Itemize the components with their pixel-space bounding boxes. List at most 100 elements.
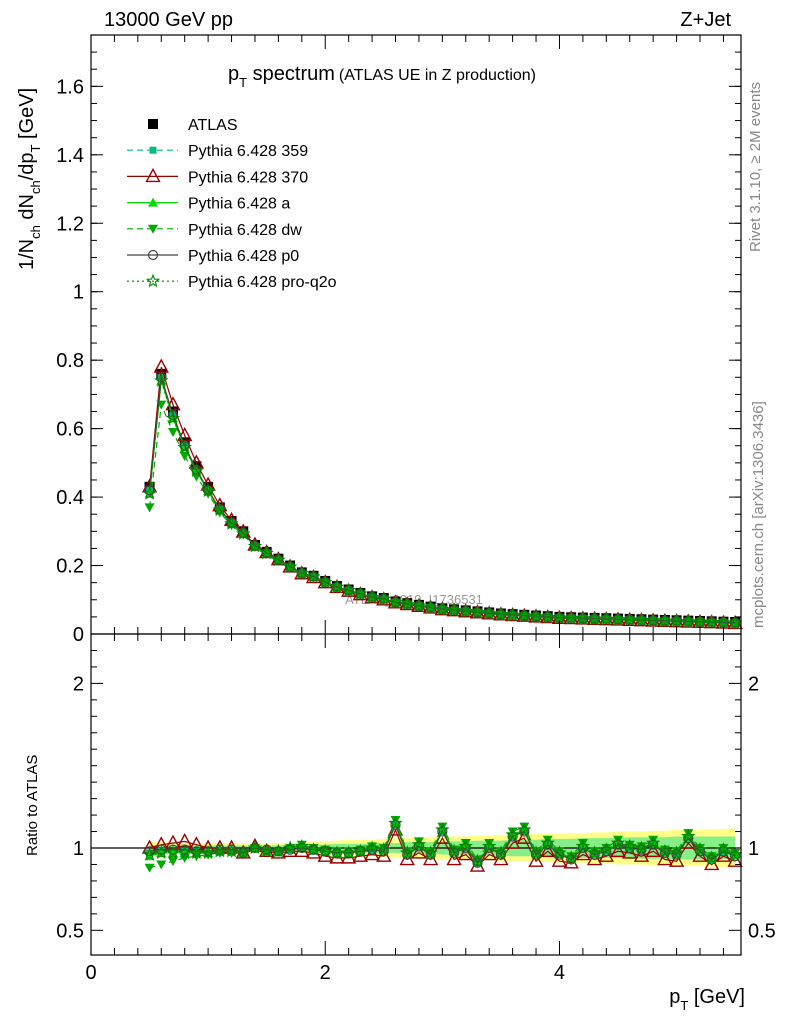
ratio-point (692, 847, 708, 862)
data-point (156, 372, 167, 383)
ratio-point (575, 846, 591, 861)
ratio-point (575, 838, 591, 853)
ratio-point (528, 845, 544, 860)
legend-entry: Pythia 6.428 359 (127, 143, 308, 160)
ratio-point (329, 845, 345, 860)
ratio-point (589, 847, 600, 857)
ratio-point (411, 844, 427, 859)
ratio-point (587, 845, 602, 860)
data-point (575, 611, 591, 625)
ratio-point (458, 838, 473, 853)
data-point (144, 485, 155, 496)
ratio-point (704, 850, 719, 864)
data-point (282, 559, 298, 574)
data-point (577, 614, 588, 624)
legend-entry: Pythia 6.428 p0 (127, 248, 299, 265)
data-point (353, 586, 368, 601)
ratio-point (413, 841, 425, 852)
ratio-point (390, 819, 401, 831)
ratio-point (505, 827, 520, 841)
ratio-point (224, 843, 239, 858)
ratio-point (144, 863, 155, 873)
data-point (329, 579, 345, 594)
data-point (460, 607, 471, 617)
ratio-point (179, 844, 190, 855)
ratio-point (294, 838, 309, 853)
ratio-point (636, 844, 647, 855)
legend-marker (147, 249, 159, 261)
data-point (622, 612, 637, 627)
data-point (681, 614, 696, 628)
y-tick-label: 1.4 (56, 145, 84, 167)
data-point (446, 602, 462, 617)
legend: ATLAS Pythia 6.428 359 Pythia 6.428 370 Pyt… (127, 117, 337, 291)
ratio-point (601, 844, 612, 853)
ratio-point (540, 842, 556, 857)
data-point (542, 613, 553, 623)
ratio-point (437, 826, 448, 837)
data-point (718, 619, 729, 629)
ratio-point (472, 855, 483, 865)
ratio-y-tick-label-right: 0.5 (748, 920, 776, 942)
ratio-point (308, 844, 319, 855)
ratio-point (458, 846, 474, 861)
ratio-point (341, 845, 356, 860)
ratio-point (589, 849, 600, 860)
data-point (659, 617, 670, 627)
ratio-point (296, 840, 307, 850)
data-point (495, 610, 506, 620)
data-point (692, 614, 708, 629)
data-point (589, 615, 600, 625)
data-point (564, 610, 579, 625)
ratio-point (669, 845, 684, 860)
data-point (613, 615, 624, 625)
ratio-point (730, 851, 741, 862)
ratio-point (659, 845, 670, 855)
data-point (624, 616, 635, 626)
ratio-point (422, 851, 439, 866)
data-point (179, 452, 190, 462)
ratio-point (364, 840, 380, 855)
ratio-point (378, 846, 389, 857)
side-label-top: Rivet 3.1.10, ≥ 2M events (747, 82, 764, 252)
data-point (144, 503, 155, 513)
ratio-point (493, 845, 509, 860)
legend-label: Pythia 6.428 dw (188, 222, 302, 239)
ratio-frame (90, 633, 742, 956)
ratio-point (598, 847, 614, 862)
y-tick-label: 0 (73, 624, 84, 646)
ratio-point (692, 842, 708, 856)
data-point (484, 609, 495, 619)
data-point (236, 526, 251, 540)
ratio-point (716, 842, 731, 856)
ratio-point (624, 840, 635, 850)
ratio-point (646, 835, 661, 850)
data-point (554, 614, 565, 624)
data-point (695, 618, 706, 628)
ratio-point (610, 842, 626, 857)
y-axis-label-main: 1/Nch dNch/dpT [GeV] (16, 88, 43, 270)
ratio-point (507, 831, 518, 842)
y-tick-label: 0.4 (56, 487, 84, 509)
data-point (238, 530, 249, 540)
ratio-point (694, 846, 706, 857)
data-point (646, 613, 661, 627)
ratio-point (542, 839, 553, 850)
ratio-point (179, 853, 190, 863)
x-axis-label: pT [GeV] (669, 986, 745, 1013)
ratio-point (727, 852, 743, 867)
data-point (482, 605, 497, 620)
ratio-point (633, 847, 650, 862)
data-point (472, 608, 483, 618)
ratio-point (446, 843, 462, 858)
ratio-point (481, 846, 497, 861)
data-point (528, 609, 544, 623)
ratio-point (645, 842, 661, 857)
data-point (400, 596, 415, 611)
data-point (376, 591, 391, 606)
data-point (200, 483, 216, 498)
ratio-point (364, 846, 380, 861)
ratio-point (624, 842, 635, 854)
ratio-point (659, 847, 670, 859)
ratio-point (552, 845, 567, 860)
